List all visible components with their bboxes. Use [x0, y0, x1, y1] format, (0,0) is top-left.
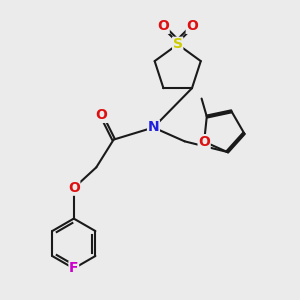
Text: O: O: [157, 19, 169, 33]
Text: O: O: [96, 108, 107, 122]
Text: O: O: [68, 181, 80, 195]
Text: F: F: [69, 262, 79, 275]
Text: O: O: [186, 19, 198, 33]
Text: N: N: [148, 121, 159, 134]
Text: O: O: [198, 135, 210, 149]
Text: S: S: [173, 37, 183, 51]
